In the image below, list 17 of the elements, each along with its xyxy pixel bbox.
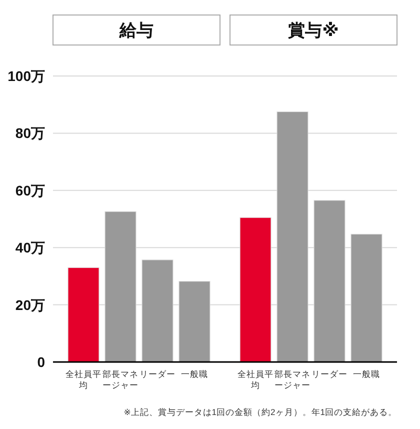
y-tick-label: 100万 xyxy=(8,68,45,84)
text: ※上記、賞与データは1回の金額（約2ヶ月）。年1回の支給がある。 xyxy=(124,407,397,417)
x-tick-label: 一般職 xyxy=(180,369,209,380)
y-tick-label: 20万 xyxy=(15,296,45,313)
y-tick-label: 80万 xyxy=(15,125,45,142)
chart-title: 給与 xyxy=(118,21,154,40)
x-tick-label: 部長マネージャー xyxy=(274,369,312,391)
x-tick-label: 全社員平均 xyxy=(64,369,102,391)
y-tick-label: 60万 xyxy=(15,182,45,198)
x-tick-label: 部長マネージャー xyxy=(102,369,140,391)
chart-title: 賞与※ xyxy=(288,21,339,40)
x-tick-label: リーダー xyxy=(138,369,176,380)
y-tick-label: 40万 xyxy=(15,240,45,256)
x-tick-label: 一般職 xyxy=(352,369,381,380)
x-tick-label: リーダー xyxy=(310,369,348,380)
x-tick-label: 全社員平均 xyxy=(236,369,274,391)
y-tick-label: 0 xyxy=(37,354,46,370)
